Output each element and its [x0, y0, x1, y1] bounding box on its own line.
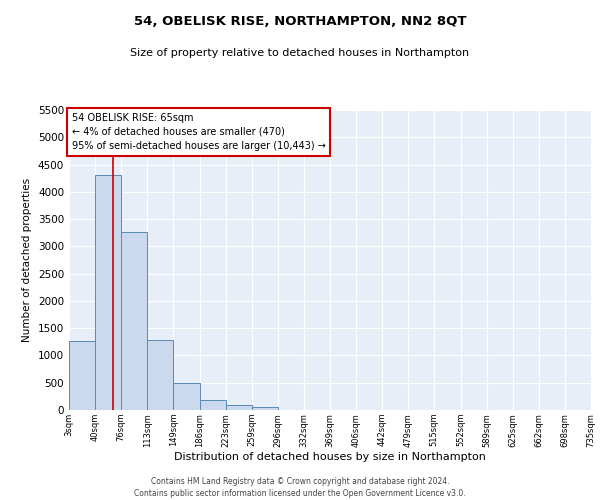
Text: 54 OBELISK RISE: 65sqm
← 4% of detached houses are smaller (470)
95% of semi-det: 54 OBELISK RISE: 65sqm ← 4% of detached …	[71, 113, 325, 151]
Text: 54, OBELISK RISE, NORTHAMPTON, NN2 8QT: 54, OBELISK RISE, NORTHAMPTON, NN2 8QT	[134, 15, 466, 28]
Bar	[226, 404, 251, 410]
Text: Contains HM Land Registry data © Crown copyright and database right 2024.
Contai: Contains HM Land Registry data © Crown c…	[134, 476, 466, 498]
X-axis label: Distribution of detached houses by size in Northampton: Distribution of detached houses by size …	[174, 452, 486, 462]
Bar	[95, 176, 121, 410]
Bar	[251, 406, 278, 410]
Bar	[199, 400, 226, 410]
Y-axis label: Number of detached properties: Number of detached properties	[22, 178, 32, 342]
Bar	[121, 232, 148, 410]
Bar	[148, 340, 173, 410]
Text: Size of property relative to detached houses in Northampton: Size of property relative to detached ho…	[130, 48, 470, 58]
Bar	[69, 340, 95, 410]
Bar	[173, 384, 199, 410]
